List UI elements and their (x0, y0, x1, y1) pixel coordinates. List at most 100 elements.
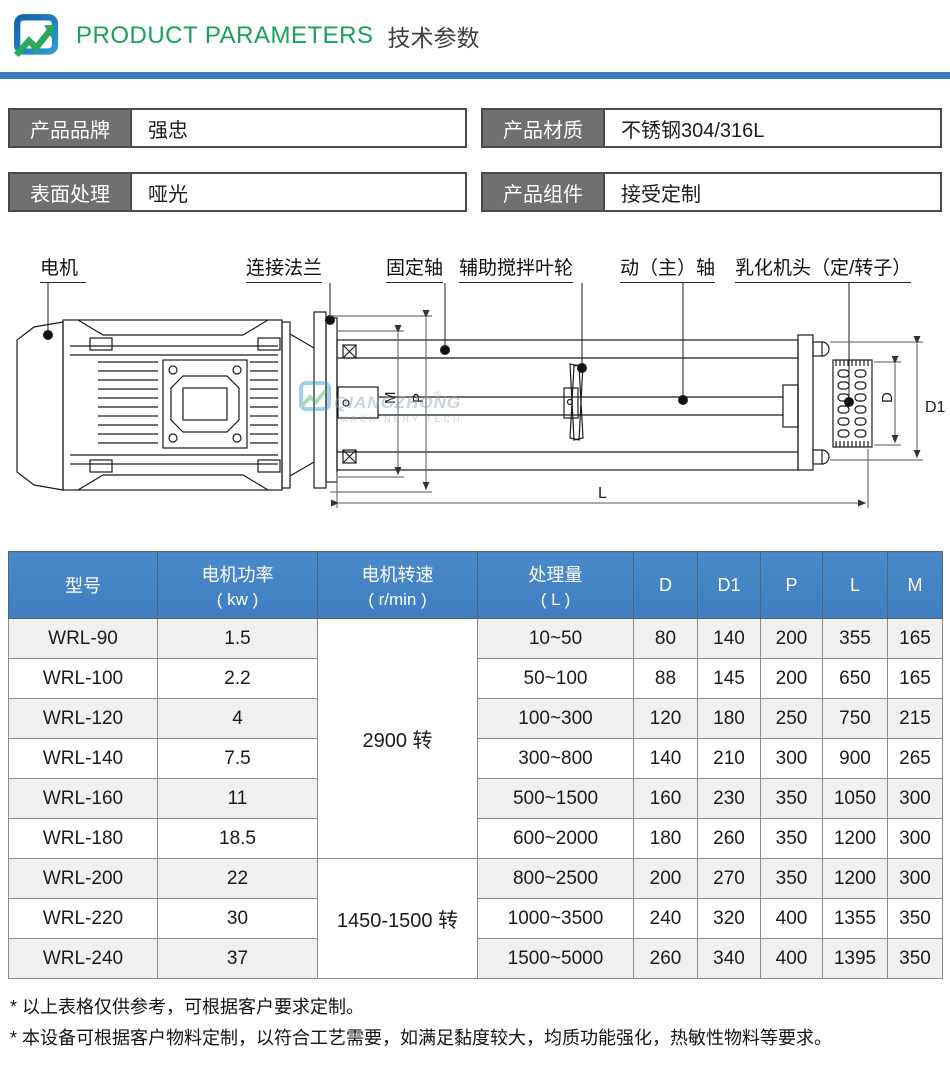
table-cell: 355 (822, 618, 888, 659)
machine-technical-diagram: M P D D1 L QIANGZHONG ® MACHINERY TECH 电… (0, 250, 950, 542)
column-header: D (633, 551, 698, 619)
table-cell: 100~300 (477, 698, 634, 739)
column-header: P (760, 551, 823, 619)
table-cell: 350 (760, 778, 823, 819)
table-row: WRL-90 1.5 2900 转 10~50 80 140 200 355 165 (8, 618, 943, 859)
spec-value: 接受定制 (603, 174, 940, 210)
table-cell: WRL-220 (8, 898, 158, 939)
column-header: D1 (697, 551, 761, 619)
spec-box-material: 产品材质 不锈钢304/316L (481, 108, 942, 148)
table-cell: 120 (633, 698, 698, 739)
table-header: 型号 电机功率( kw ) 电机转速( r/min ) 处理量( L ) D D1 P L M (8, 551, 943, 619)
dim-label-p: P (410, 393, 427, 403)
spec-value: 不锈钢304/316L (603, 110, 940, 146)
speed-cell: 2900 转 (317, 618, 478, 859)
table-cell: 140 (633, 738, 698, 779)
table-cell: 1050 (822, 778, 888, 819)
part-label-emulsifying-head: 乳化机头（定/转子） (735, 258, 912, 283)
table-cell: WRL-160 (8, 778, 158, 819)
spec-box-brand: 产品品牌 强忠 (8, 108, 467, 148)
table-cell: 270 (697, 858, 761, 899)
table-cell: 350 (760, 818, 823, 859)
column-header: 电机转速( r/min ) (317, 551, 478, 619)
table-cell: 1395 (822, 938, 888, 979)
table-cell: 340 (697, 938, 761, 979)
part-label-aux-impeller: 辅助搅拌叶轮 (459, 258, 574, 283)
table-cell: 4 (157, 698, 318, 739)
table-cell: 145 (697, 658, 761, 699)
table-cell: 80 (633, 618, 698, 659)
table-cell: 300~800 (477, 738, 634, 779)
table-cell: WRL-100 (8, 658, 158, 699)
table-cell: 18.5 (157, 818, 318, 859)
table-cell: 50~100 (477, 658, 634, 699)
spec-label: 产品材质 (483, 110, 603, 146)
table-cell: 400 (760, 938, 823, 979)
footer-notes: * 以上表格仅供参考，可根据客户要求定制。 * 本设备可根据客户物料定制，以符合… (10, 992, 946, 1054)
table-cell: 200 (633, 858, 698, 899)
table-cell: 650 (822, 658, 888, 699)
table-cell: 260 (697, 818, 761, 859)
table-row: WRL-240 37 1500~5000 260 340 400 1395 350 (8, 938, 943, 979)
table-cell: 2.2 (157, 658, 318, 699)
table-cell: 200 (760, 618, 823, 659)
dim-label-l: L (598, 485, 607, 502)
table-cell: 400 (760, 898, 823, 939)
table-cell: 240 (633, 898, 698, 939)
dim-label-m: M (382, 392, 399, 405)
table-cell: 900 (822, 738, 888, 779)
column-header: 型号 (8, 551, 158, 619)
table-cell: 320 (697, 898, 761, 939)
table-cell: 1.5 (157, 618, 318, 659)
table-row: WRL-120 4 100~300 120 180 250 750 215 (8, 698, 943, 739)
table-cell: 300 (887, 858, 943, 899)
spec-label: 产品组件 (483, 174, 603, 210)
spec-box-surface: 表面处理 哑光 (8, 172, 467, 212)
table-cell: WRL-240 (8, 938, 158, 979)
table-cell: 300 (760, 738, 823, 779)
column-header: M (887, 551, 943, 619)
table-row: WRL-140 7.5 300~800 140 210 300 900 265 (8, 738, 943, 779)
table-cell: 37 (157, 938, 318, 979)
table-cell: 1500~5000 (477, 938, 634, 979)
table-cell: 350 (887, 898, 943, 939)
table-cell: 1200 (822, 818, 888, 859)
table-cell: WRL-180 (8, 818, 158, 859)
table-cell: 1200 (822, 858, 888, 899)
table-cell: 165 (887, 618, 943, 659)
page-title-en: PRODUCT PARAMETERS (76, 22, 374, 49)
column-header: 电机功率( kw ) (157, 551, 318, 619)
table-cell: 600~2000 (477, 818, 634, 859)
table-cell: 10~50 (477, 618, 634, 659)
table-cell: 1355 (822, 898, 888, 939)
company-logo-icon (13, 14, 59, 58)
dim-label-d: D (879, 392, 896, 403)
table-cell: 260 (633, 938, 698, 979)
table-cell: 165 (887, 658, 943, 699)
note-line: * 以上表格仅供参考，可根据客户要求定制。 (10, 997, 365, 1017)
table-cell: 30 (157, 898, 318, 939)
table-cell: 22 (157, 858, 318, 899)
spec-box-component: 产品组件 接受定制 (481, 172, 942, 212)
spec-label: 表面处理 (10, 174, 130, 210)
column-header: L (822, 551, 888, 619)
table-cell: 300 (887, 778, 943, 819)
svg-text:MACHINERY TECH: MACHINERY TECH (340, 414, 463, 424)
note-line: * 本设备可根据客户物料定制，以符合工艺需要，如满足黏度较大，均质功能强化，热敏… (10, 1028, 833, 1048)
table-cell: 215 (887, 698, 943, 739)
spec-value: 强忠 (130, 110, 465, 146)
page-header: PRODUCT PARAMETERS 技术参数 (0, 0, 950, 72)
table-cell: 180 (633, 818, 698, 859)
machine-drawing: M P D D1 L QIANGZHONG ® MACHINERY TECH (16, 283, 946, 508)
table-cell: WRL-120 (8, 698, 158, 739)
table-row: WRL-220 30 1000~3500 240 320 400 1355 350 (8, 898, 943, 939)
table-cell: 750 (822, 698, 888, 739)
dim-label-d1: D1 (925, 399, 946, 416)
table-cell: 300 (887, 818, 943, 859)
watermark-logo: QIANGZHONG ® MACHINERY TECH (298, 381, 463, 424)
table-row: WRL-200 22 1450-1500 转 800~2500 200 270 350 120… (8, 858, 943, 979)
table-cell: 265 (887, 738, 943, 779)
page-title-zh: 技术参数 (387, 25, 480, 51)
part-label-motor: 电机 (40, 258, 86, 283)
